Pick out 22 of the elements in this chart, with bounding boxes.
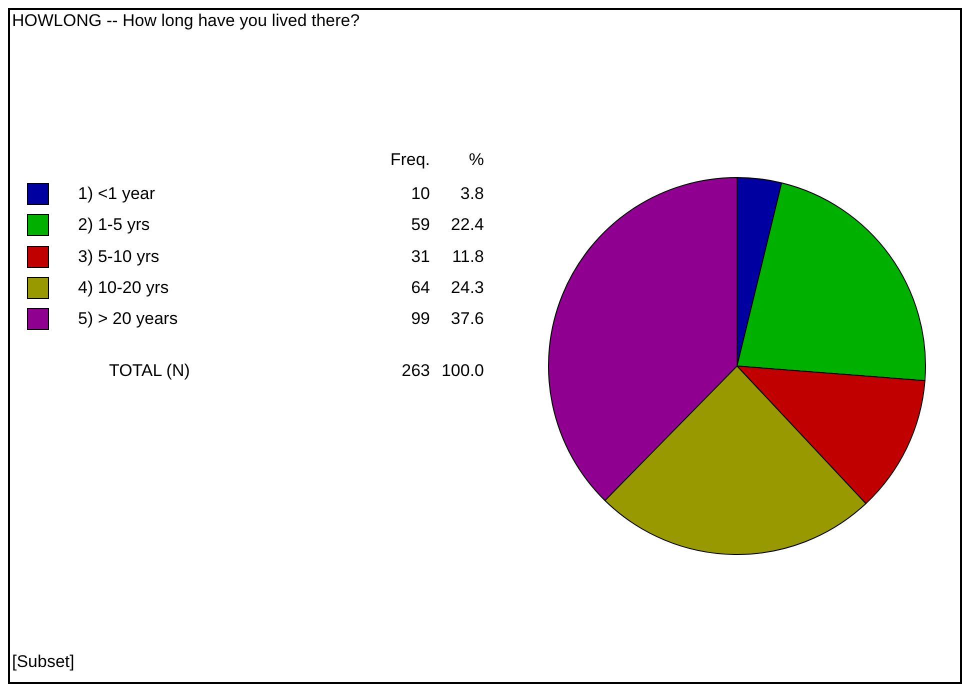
legend-label: 4) 10-20 yrs: [78, 278, 169, 298]
text: 22.4: [450, 215, 484, 236]
data-label: 64: [411, 278, 430, 298]
legend-label: 2) 1-5 yrs: [78, 215, 150, 236]
text: 263: [402, 361, 430, 381]
text: 24.3: [450, 278, 484, 298]
text: %: [468, 150, 484, 170]
text: 37.6: [450, 309, 484, 330]
data-label: 10: [411, 184, 430, 204]
data-label: 59: [411, 215, 430, 236]
data-label: 31: [411, 246, 430, 267]
chart-title: HOWLONG -- How long have you lived there?: [12, 11, 360, 31]
legend-label: 1) <1 year: [78, 184, 156, 204]
text: 100.0: [441, 361, 484, 381]
legend-label: 5) > 20 years: [78, 309, 178, 330]
text: TOTAL (N): [109, 361, 190, 381]
text: [Subset]: [12, 652, 74, 672]
text: 3.8: [460, 184, 484, 204]
data-label: 99: [411, 309, 430, 330]
text: Freq.: [390, 150, 430, 170]
legend-label: 3) 5-10 yrs: [78, 246, 160, 267]
text: 11.8: [452, 246, 484, 267]
